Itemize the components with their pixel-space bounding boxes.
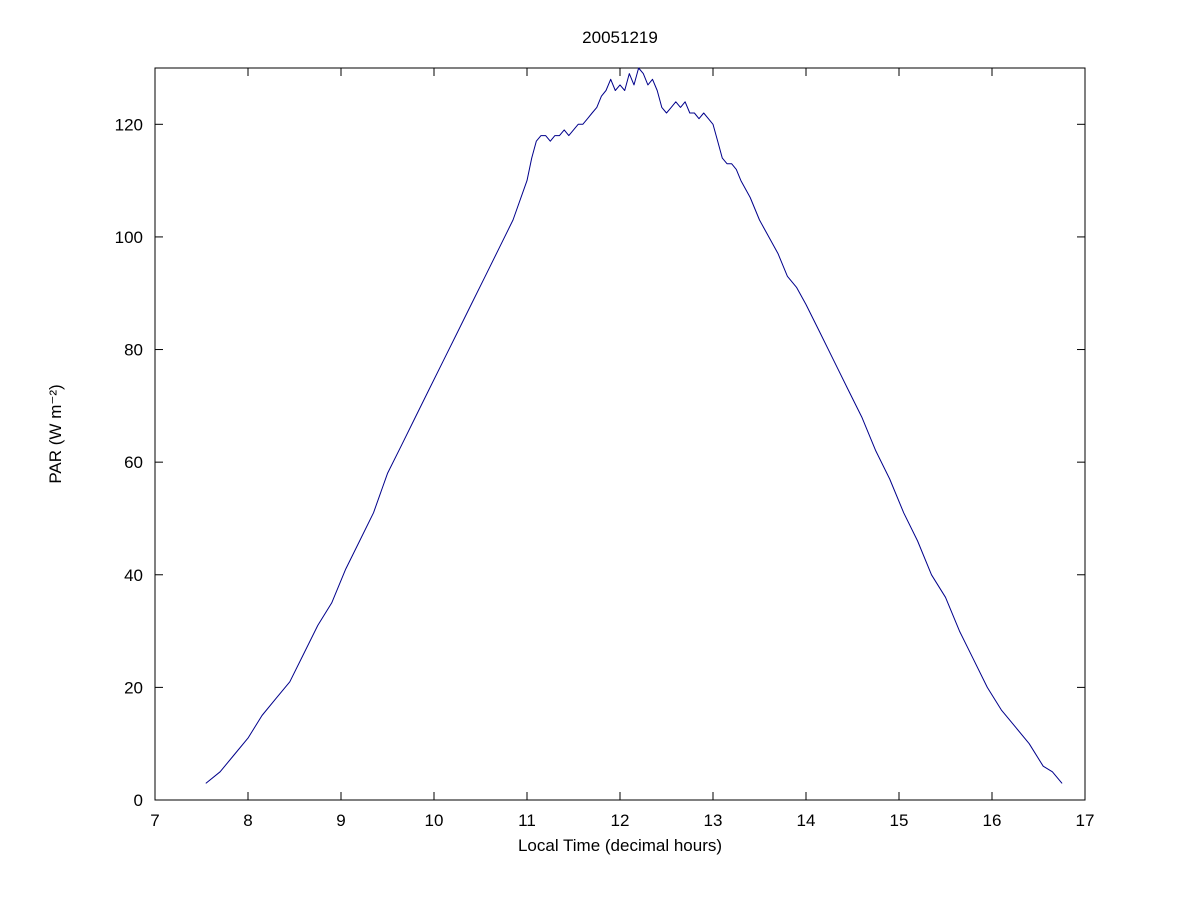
y-tick-label: 80 [124, 341, 143, 360]
x-tick-label: 9 [336, 811, 345, 830]
x-tick-label: 10 [425, 811, 444, 830]
x-tick-label: 13 [704, 811, 723, 830]
x-tick-label: 8 [243, 811, 252, 830]
plot-box [154, 67, 1086, 801]
x-tick-label: 7 [150, 811, 159, 830]
y-tick-label: 60 [124, 453, 143, 472]
y-tick-label: 20 [124, 678, 143, 697]
y-tick-label: 100 [115, 228, 143, 247]
x-tick-label: 12 [611, 811, 630, 830]
x-tick-label: 14 [797, 811, 816, 830]
x-tick-label: 16 [983, 811, 1002, 830]
x-tick-label: 11 [518, 811, 536, 830]
x-tick-label: 17 [1076, 811, 1095, 830]
y-tick-label: 40 [124, 566, 143, 585]
x-axis-label: Local Time (decimal hours) [517, 836, 723, 855]
chart-title: 20051219 [582, 28, 658, 47]
data-line [205, 67, 1063, 784]
x-tick-label: 15 [890, 811, 909, 830]
y-tick-label: 0 [134, 791, 143, 810]
y-tick-label: 120 [115, 115, 143, 134]
